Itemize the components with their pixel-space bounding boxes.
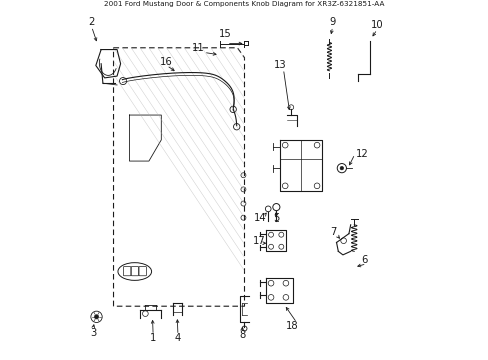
Text: 16: 16 <box>160 57 173 67</box>
Text: 7: 7 <box>330 227 336 237</box>
Text: 8: 8 <box>239 329 244 339</box>
Text: 18: 18 <box>285 321 298 331</box>
Text: 6: 6 <box>361 255 367 265</box>
Text: 12: 12 <box>355 149 368 159</box>
Circle shape <box>94 315 99 319</box>
Text: 17: 17 <box>253 236 265 246</box>
Text: 2001 Ford Mustang Door & Components Knob Diagram for XR3Z-6321851-AA: 2001 Ford Mustang Door & Components Knob… <box>104 1 384 7</box>
Text: 13: 13 <box>273 60 285 70</box>
Text: 2: 2 <box>88 17 95 27</box>
Text: 4: 4 <box>175 333 181 343</box>
Text: 14: 14 <box>254 213 266 223</box>
Text: 11: 11 <box>192 44 204 54</box>
Text: 1: 1 <box>150 333 156 343</box>
Text: 10: 10 <box>370 20 383 30</box>
Text: 15: 15 <box>219 29 232 39</box>
Circle shape <box>339 166 343 170</box>
Text: 3: 3 <box>90 328 96 338</box>
Text: 5: 5 <box>273 213 279 223</box>
Text: 9: 9 <box>329 17 335 27</box>
